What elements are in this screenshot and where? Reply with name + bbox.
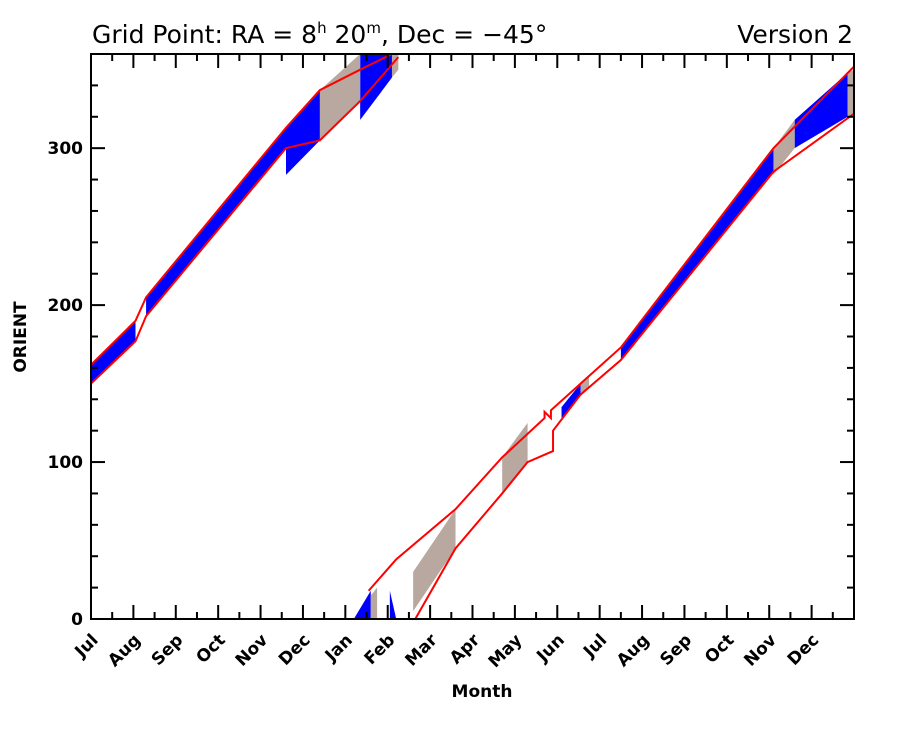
x-tick-label: Oct [701, 630, 738, 667]
envelope-upper-line [91, 54, 397, 366]
restricted-region [413, 509, 456, 612]
plot-frame [90, 53, 855, 620]
envelope-lower-line [402, 112, 854, 619]
x-tick-label: Apr [446, 630, 484, 668]
x-tick-label: Sep [656, 630, 696, 670]
restricted-region [370, 587, 378, 619]
x-tick-label: Feb [361, 630, 400, 669]
x-tick-label: Dec [784, 630, 823, 669]
allowed-region [146, 127, 286, 317]
plot-marks [91, 54, 854, 619]
x-tick-label: Dec [275, 630, 314, 669]
x-tick-label: Jun [532, 630, 568, 666]
chart-title: Grid Point: RA = 8h 20m, Dec = −45° [92, 19, 547, 49]
x-tick-label: May [485, 630, 527, 672]
allowed-region [620, 148, 774, 361]
restricted-region [847, 69, 854, 117]
x-tick-label: Jul [71, 630, 103, 662]
x-tick-label: Aug [613, 630, 654, 671]
x-tick-label: Aug [104, 630, 145, 671]
y-tick-label: 0 [71, 610, 83, 630]
envelope-upper-line [367, 65, 854, 592]
y-axis-label: ORIENT [11, 301, 31, 373]
x-tick-label: Nov [232, 630, 272, 670]
restricted-region [502, 422, 528, 494]
allowed-region [794, 72, 848, 149]
x-tick-label: Sep [148, 630, 188, 670]
envelope-lower-line [91, 56, 400, 385]
x-tick-label: Oct [192, 630, 229, 667]
restricted-region [319, 54, 361, 141]
y-tick-label: 300 [48, 139, 84, 159]
allowed-region [353, 590, 371, 619]
allowed-region [285, 90, 320, 175]
x-axis-label: Month [452, 682, 513, 702]
allowed-region [360, 54, 392, 120]
restricted-region [773, 119, 795, 175]
y-tick-label: 200 [48, 296, 84, 316]
version-label: Version 2 [737, 20, 853, 49]
allowed-region [561, 383, 581, 419]
x-tick-label: Nov [740, 630, 780, 670]
x-tick-label: Jul [579, 630, 611, 662]
x-tick-label: Jan [321, 630, 357, 666]
x-tick-label: Mar [401, 630, 442, 671]
y-tick-label: 100 [48, 453, 84, 473]
restricted-region [580, 375, 590, 395]
allowed-region [91, 320, 136, 384]
plot-area [91, 54, 854, 619]
allowed-region [389, 590, 397, 619]
